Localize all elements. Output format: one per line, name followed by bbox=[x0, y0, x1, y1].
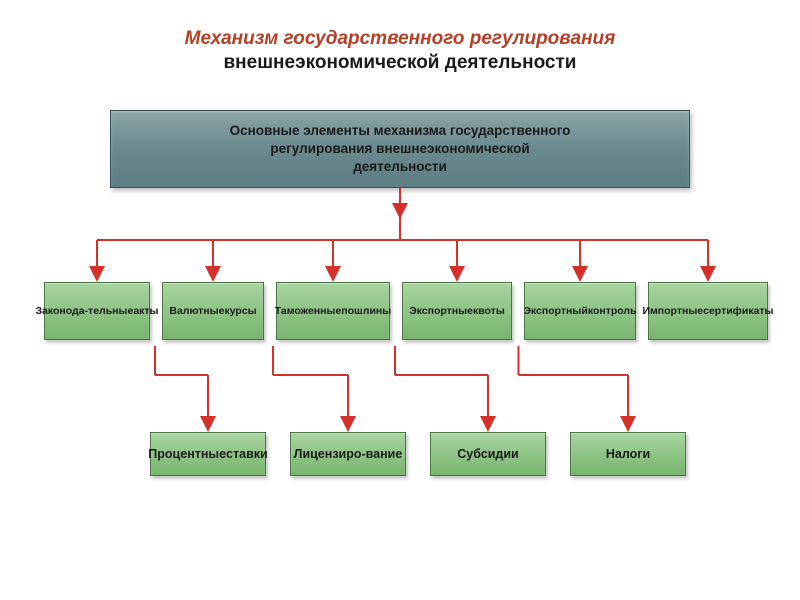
main-box-line1: Основные элементы механизма государствен… bbox=[230, 122, 571, 140]
diagram-title: Механизм государственного регулирования … bbox=[0, 0, 800, 84]
element-box: Процентныеставки bbox=[150, 432, 266, 476]
element-box: Субсидии bbox=[430, 432, 546, 476]
element-box: Экспортныйконтроль bbox=[524, 282, 636, 340]
element-box: Законода-тельныеакты bbox=[44, 282, 150, 340]
main-elements-box: Основные элементы механизма государствен… bbox=[110, 110, 690, 188]
element-box: Налоги bbox=[570, 432, 686, 476]
title-line2: внешнеэкономической деятельности bbox=[0, 52, 800, 74]
element-box: Таможенныепошлины bbox=[276, 282, 390, 340]
element-box: Импортныесертификаты bbox=[648, 282, 768, 340]
element-box: Валютныекурсы bbox=[162, 282, 264, 340]
main-box-line3: деятельности bbox=[353, 158, 447, 176]
title-line1: Механизм государственного регулирования bbox=[0, 28, 800, 50]
element-box: Лицензиро-вание bbox=[290, 432, 406, 476]
element-box: Экспортныеквоты bbox=[402, 282, 512, 340]
main-box-line2: регулирования внешнеэкономической bbox=[270, 140, 529, 158]
